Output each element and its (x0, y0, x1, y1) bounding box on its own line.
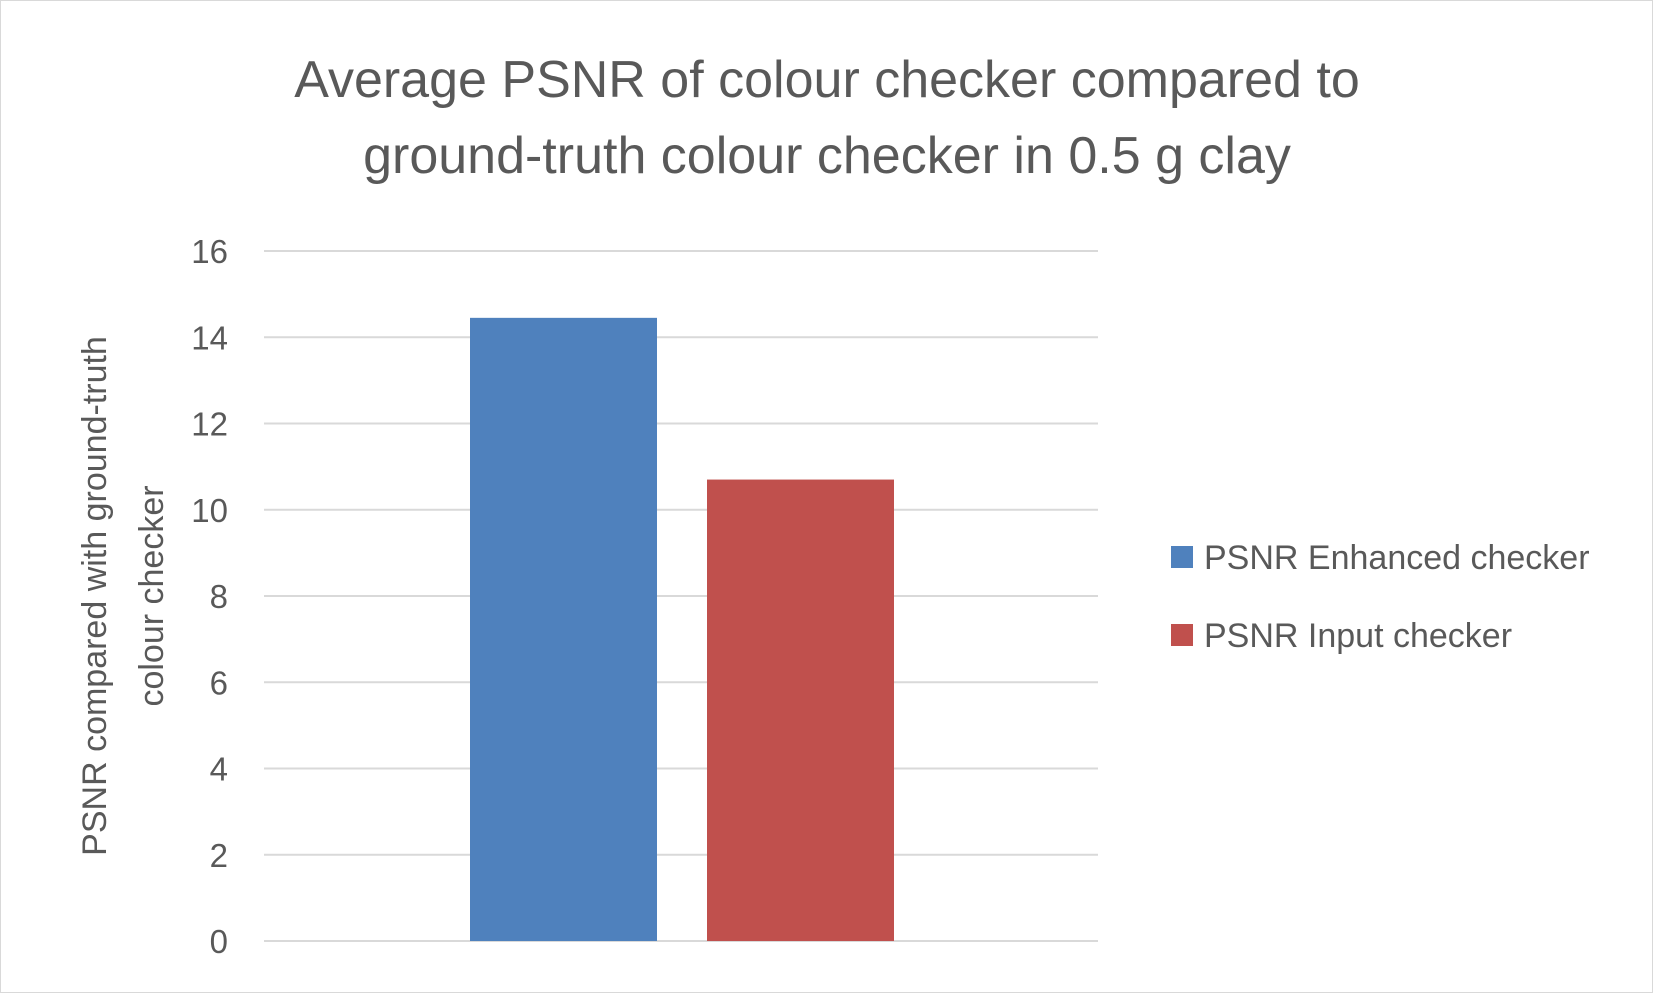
y-axis-ticks: 0 2 4 6 8 10 12 14 16 (191, 233, 228, 960)
bars (470, 317, 894, 941)
chart-title-line-1: Average PSNR of colour checker compared … (294, 51, 1360, 109)
bar-psnr-input-checker (707, 479, 894, 941)
gridlines (264, 250, 1098, 942)
y-tick-label: 2 (210, 837, 228, 874)
chart-title: Average PSNR of colour checker compared … (294, 51, 1360, 185)
legend: PSNR Enhanced checker PSNR Input checker (1171, 539, 1590, 655)
y-tick-label: 6 (210, 664, 228, 701)
legend-swatch (1171, 546, 1193, 568)
y-tick-label: 16 (191, 233, 228, 270)
y-tick-label: 0 (210, 923, 228, 960)
y-tick-label: 8 (210, 578, 228, 615)
y-axis-label: PSNR compared with ground-truth colour c… (76, 336, 171, 856)
bar-psnr-enhanced-checker (470, 317, 657, 941)
legend-label: PSNR Input checker (1204, 617, 1512, 655)
y-tick-label: 4 (210, 751, 228, 788)
y-tick-label: 14 (191, 319, 228, 356)
y-axis-label-line-1: PSNR compared with ground-truth (76, 336, 114, 856)
y-axis-label-line-2: colour checker (133, 485, 171, 706)
y-tick-label: 12 (191, 406, 228, 443)
y-tick-label: 10 (191, 492, 228, 529)
legend-label: PSNR Enhanced checker (1204, 539, 1590, 577)
chart-title-line-2: ground-truth colour checker in 0.5 g cla… (363, 127, 1291, 185)
legend-swatch (1171, 624, 1193, 646)
